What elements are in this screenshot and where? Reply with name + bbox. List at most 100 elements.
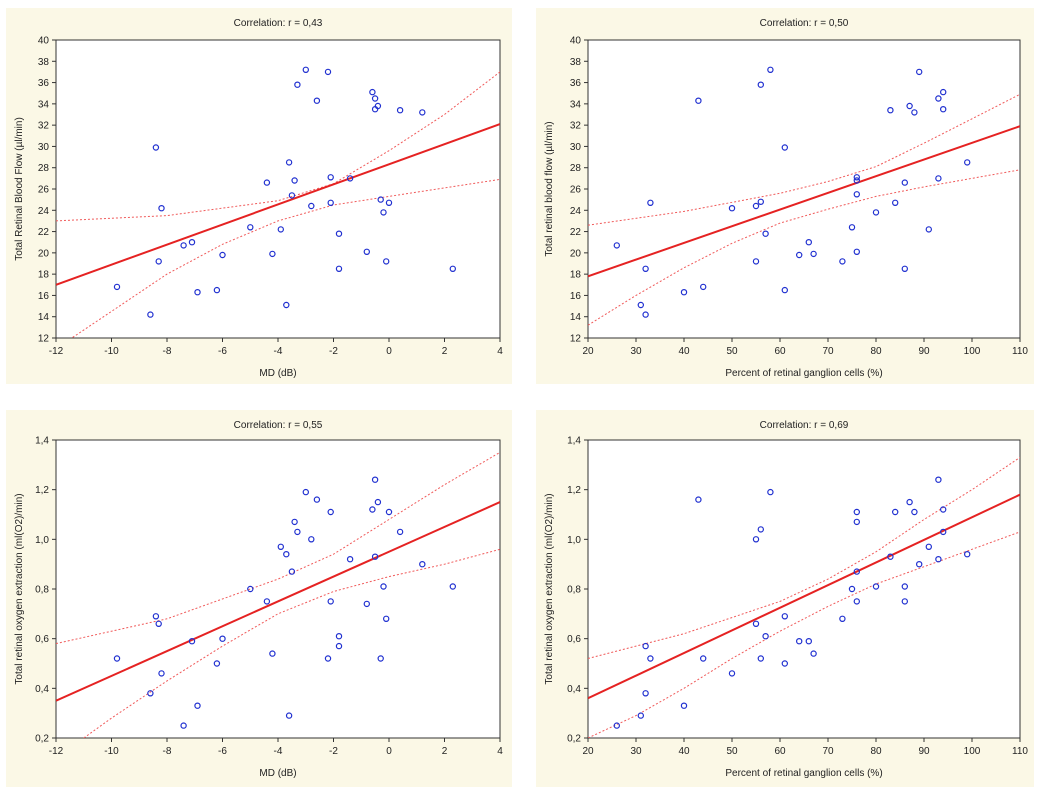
x-tick-label: 2 bbox=[442, 746, 448, 757]
data-point bbox=[762, 230, 769, 237]
data-point bbox=[796, 637, 803, 645]
y-tick-label: 0,8 bbox=[35, 585, 49, 596]
data-point bbox=[327, 508, 334, 516]
data-point bbox=[781, 286, 788, 294]
chart-svg: Correlation: r = 0,43-12 -10 -8 -6 -4 -2 0 2 412… bbox=[14, 18, 503, 379]
ci-upper-line bbox=[588, 456, 1020, 659]
data-point bbox=[152, 613, 160, 620]
y-tick-label: 22 bbox=[570, 227, 582, 238]
data-point bbox=[346, 555, 354, 563]
chart-panel-oxygen-extraction-rgc: Correlation: r = 0,69 20 30 40 50 60 70 80 90 100… bbox=[536, 410, 1034, 787]
data-point bbox=[647, 655, 654, 662]
data-point bbox=[642, 690, 649, 697]
data-point bbox=[194, 702, 201, 709]
data-point bbox=[385, 508, 393, 516]
chart-title: Correlation: r = 0,50 bbox=[760, 18, 849, 29]
ci-lower-line bbox=[588, 169, 1020, 326]
data-point bbox=[901, 598, 908, 605]
data-point bbox=[269, 250, 276, 258]
data-point bbox=[308, 536, 315, 543]
x-tick-label: -12 bbox=[49, 746, 64, 757]
data-point bbox=[213, 660, 221, 667]
data-point bbox=[285, 159, 293, 166]
data-point bbox=[680, 702, 688, 709]
y-tick-label: 20 bbox=[38, 248, 50, 259]
y-tick-label: 0,4 bbox=[35, 684, 49, 695]
data-point bbox=[752, 536, 760, 543]
x-tick-label: -12 bbox=[49, 346, 64, 357]
x-tick-label: 60 bbox=[774, 746, 786, 757]
data-point bbox=[810, 650, 817, 657]
data-point bbox=[383, 615, 390, 622]
data-point bbox=[853, 508, 860, 516]
data-point bbox=[872, 209, 880, 216]
data-point bbox=[935, 476, 942, 483]
x-tick-label: 50 bbox=[726, 346, 738, 357]
ci-upper-line bbox=[56, 451, 500, 645]
data-point bbox=[940, 506, 947, 513]
plot-area bbox=[587, 439, 1021, 739]
plot-content bbox=[56, 451, 500, 738]
y-tick-label: 0,2 bbox=[35, 734, 49, 745]
data-point bbox=[335, 642, 343, 650]
chart-svg: Correlation: r = 0,50 20 30 40 50 60 70 80 90 100… bbox=[544, 18, 1028, 379]
data-point bbox=[335, 230, 343, 237]
data-point bbox=[728, 670, 736, 677]
x-tick-label: 110 bbox=[1012, 346, 1028, 357]
data-point bbox=[906, 102, 913, 110]
data-point bbox=[277, 226, 284, 233]
y-tick-label: 32 bbox=[38, 121, 50, 132]
data-point bbox=[188, 637, 196, 645]
regression-line bbox=[588, 125, 1020, 278]
data-point bbox=[180, 242, 187, 249]
x-tick-label: 20 bbox=[582, 746, 594, 757]
data-point bbox=[377, 196, 384, 203]
data-point bbox=[302, 66, 309, 74]
data-point bbox=[853, 191, 860, 198]
data-point bbox=[680, 289, 688, 296]
regression-line bbox=[56, 123, 500, 286]
data-point bbox=[642, 642, 649, 650]
y-tick-label: 14 bbox=[570, 312, 582, 323]
data-point bbox=[291, 177, 298, 184]
x-tick-label: 100 bbox=[964, 346, 981, 357]
data-point bbox=[374, 498, 382, 506]
y-tick-label: 1,4 bbox=[35, 436, 49, 447]
data-point bbox=[396, 528, 404, 536]
y-tick-label: 0,8 bbox=[567, 585, 581, 596]
x-tick-label: 30 bbox=[630, 746, 642, 757]
y-tick-label: 40 bbox=[38, 36, 50, 47]
x-tick-label: 80 bbox=[870, 346, 882, 357]
x-axis-label: Percent of retinal ganglion cells (%) bbox=[725, 768, 882, 779]
data-point bbox=[887, 553, 894, 560]
y-axis-label: Total Retinal Blood Flow (µl/min) bbox=[14, 117, 25, 261]
y-tick-label: 32 bbox=[570, 121, 582, 132]
data-point bbox=[796, 251, 803, 259]
data-point bbox=[839, 615, 846, 622]
data-point bbox=[853, 598, 860, 605]
y-tick-label: 0,2 bbox=[567, 734, 581, 745]
y-axis-label: Total retinal oxygen extraction (ml(O2)/… bbox=[544, 493, 555, 684]
y-tick-label: 14 bbox=[38, 312, 50, 323]
data-point bbox=[419, 109, 426, 116]
data-point bbox=[892, 508, 899, 516]
x-tick-label: 20 bbox=[582, 346, 594, 357]
data-point bbox=[613, 242, 621, 249]
plot-content bbox=[588, 456, 1020, 738]
data-point bbox=[935, 555, 942, 563]
chart-panel-blood-flow-rgc: Correlation: r = 0,50 20 30 40 50 60 70 80 90 100… bbox=[536, 8, 1034, 384]
data-point bbox=[853, 568, 860, 575]
data-point bbox=[380, 583, 387, 590]
ci-upper-line bbox=[588, 93, 1020, 226]
data-point bbox=[901, 179, 908, 186]
data-point bbox=[371, 476, 379, 483]
data-point bbox=[335, 632, 343, 640]
x-tick-label: 0 bbox=[386, 746, 392, 757]
data-point bbox=[699, 283, 707, 291]
y-axis-label: Total retinal blood flow (µl/min) bbox=[544, 121, 555, 256]
data-point bbox=[383, 258, 390, 265]
data-point bbox=[363, 248, 370, 255]
data-point bbox=[613, 722, 621, 729]
data-point bbox=[642, 311, 649, 318]
chart-svg: Correlation: r = 0,55 -12 -10 -8 -6 -4 -2 0 2 4 0,… bbox=[14, 420, 503, 779]
